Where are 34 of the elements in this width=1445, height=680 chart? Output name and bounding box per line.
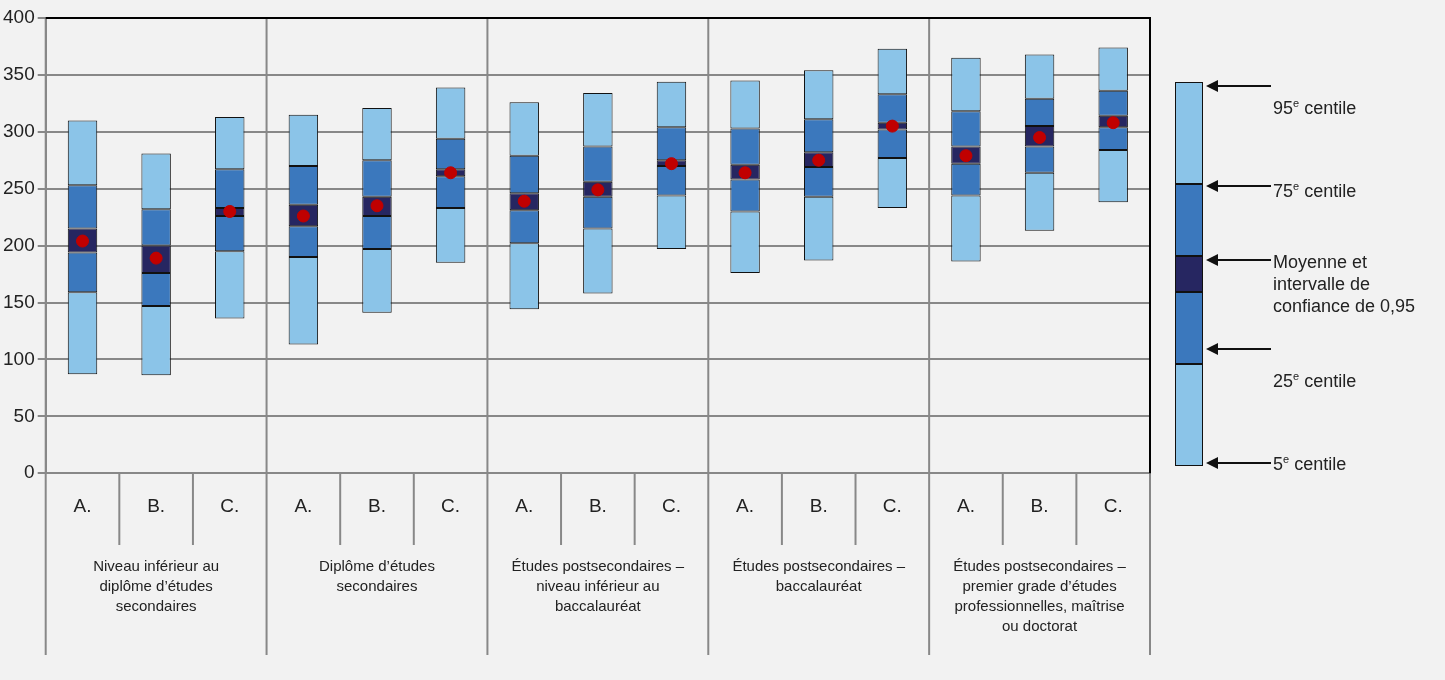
text: Diplôme d’études secondaires xyxy=(318,556,436,596)
x-tick-label: C. xyxy=(661,494,681,516)
x-tick-label: A. xyxy=(515,494,534,516)
text: 95$^{e}$ centile xyxy=(1273,96,1358,119)
text: 25$^{e}$ centile xyxy=(1273,369,1358,392)
text: Niveau inférieur au diplôme d’études secondaires xyxy=(92,556,221,616)
y-tick-label: 150 xyxy=(3,290,35,312)
y-tick-label: 250 xyxy=(3,176,35,198)
y-tick-label: 100 xyxy=(3,347,35,369)
x-tick-label: A. xyxy=(294,494,313,516)
x-tick-label: B. xyxy=(1030,494,1049,516)
y-tick-label: 350 xyxy=(3,63,35,85)
text: Moyenne et intervalle de confiance de 0,95 xyxy=(1273,251,1417,317)
x-tick-label: B. xyxy=(588,494,607,516)
x-tick-label: C. xyxy=(1103,494,1123,516)
y-tick-label: 300 xyxy=(3,120,35,142)
x-tick-label: A. xyxy=(73,494,92,516)
text: 75$^{e}$ centile xyxy=(1273,179,1358,202)
x-tick-label: B. xyxy=(147,494,166,516)
y-tick-label: 0 xyxy=(24,461,35,483)
x-tick-label: B. xyxy=(809,494,828,516)
y-tick-label: 400 xyxy=(3,6,35,28)
y-tick-label: 50 xyxy=(13,404,35,426)
x-tick-label: A. xyxy=(956,494,975,516)
x-tick-label: C. xyxy=(441,494,461,516)
text: 5$^{e}$ centile xyxy=(1273,452,1348,475)
text: Études postsecondaires – premier grade d’études professionnelles, maîtrise ou doctorat xyxy=(952,556,1127,636)
x-tick-label: B. xyxy=(368,494,386,516)
text: Études postsecondaires – niveau inférieur au baccalauréat xyxy=(510,556,686,616)
x-tick-label: A. xyxy=(736,494,755,516)
x-tick-label: C. xyxy=(882,494,902,516)
x-tick-label: C. xyxy=(220,494,240,516)
y-tick-label: 200 xyxy=(3,233,35,255)
text: Études postsecondaires – baccalauréat xyxy=(731,556,906,596)
